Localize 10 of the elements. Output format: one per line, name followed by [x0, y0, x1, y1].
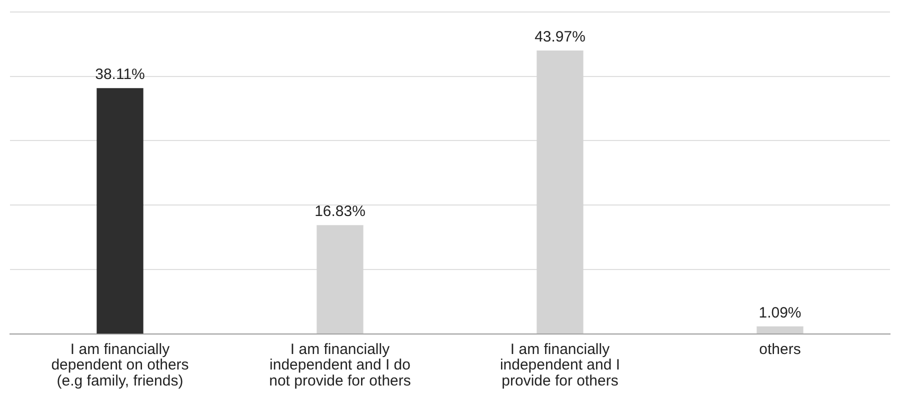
bar [96, 88, 144, 334]
data-label: 16.83% [314, 203, 366, 220]
bar [756, 326, 804, 334]
x-tick-label: I am financially dependent on others (e.g family, friends) [51, 340, 189, 390]
x-tick-label: others [759, 340, 801, 358]
data-label: 1.09% [758, 304, 802, 322]
data-label: 43.97% [534, 28, 586, 46]
x-tick-label: I am financially independent and I do not provide for others [269, 340, 411, 390]
data-label: 38.11% [95, 66, 145, 84]
x-tick-label: I am financially independent and I provide for others [500, 340, 620, 390]
